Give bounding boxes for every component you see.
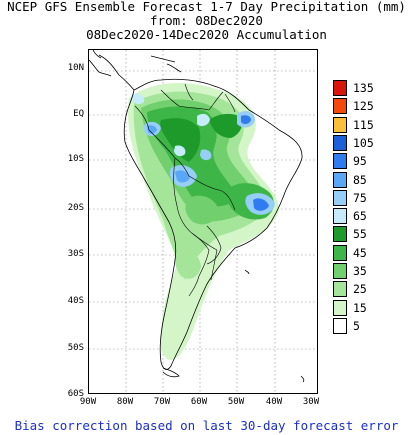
map-canvas	[89, 50, 317, 393]
legend-label: 5	[353, 318, 360, 333]
legend-swatch	[333, 299, 347, 316]
lat-label-40s: 40S	[67, 296, 84, 306]
coastlines	[89, 50, 305, 383]
legend-label: 45	[353, 245, 367, 260]
precip-shading	[128, 83, 279, 361]
legend-label: 75	[353, 190, 367, 205]
legend-label: 55	[353, 227, 367, 242]
legend-swatch	[333, 153, 347, 170]
lat-label-60s: 60S	[67, 389, 84, 399]
lat-label-50s: 50S	[67, 343, 84, 353]
bias-correction-note: Bias correction based on last 30-day for…	[14, 418, 399, 433]
lat-label-10s: 10S	[67, 154, 84, 164]
lon-label-50w: 50W	[227, 397, 245, 407]
legend-label: 105	[353, 135, 374, 150]
legend-swatch	[333, 317, 347, 334]
legend-swatch	[333, 263, 347, 279]
legend-swatch	[333, 98, 347, 115]
lat-label-30s: 30S	[67, 249, 84, 259]
legend-swatch	[333, 281, 347, 298]
lon-label-80w: 80W	[116, 397, 134, 407]
legend-swatch	[333, 208, 347, 225]
lon-label-90w: 90W	[79, 397, 97, 407]
lon-label-40w: 40W	[265, 397, 283, 407]
legend-swatch	[333, 171, 347, 188]
legend-label: 125	[353, 99, 374, 114]
legend-swatch	[333, 189, 347, 206]
legend-swatch	[333, 134, 347, 151]
legend-label: 25	[353, 282, 367, 297]
lat-label-20s: 20S	[67, 203, 84, 213]
legend-label: 35	[353, 264, 367, 278]
legend-swatch	[333, 80, 347, 96]
legend-label: 135	[353, 81, 374, 95]
lat-label-eq: EQ	[73, 109, 84, 119]
legend-label: 85	[353, 172, 367, 187]
chart-subtitle-date: from: 08Dec2020	[150, 13, 263, 28]
lon-label-70w: 70W	[153, 397, 171, 407]
lon-label-30w: 30W	[302, 397, 320, 407]
legend-swatch	[333, 244, 347, 261]
lon-label-60w: 60W	[190, 397, 208, 407]
legend-swatch	[333, 226, 347, 243]
legend-label: 65	[353, 209, 367, 224]
precipitation-map	[88, 49, 318, 394]
legend-label: 95	[353, 154, 367, 169]
legend-label: 15	[353, 300, 367, 315]
chart-title: NCEP GFS Ensemble Forecast 1-7 Day Preci…	[7, 0, 406, 14]
legend-label: 115	[353, 117, 374, 132]
chart-subtitle-period: 08Dec2020-14Dec2020 Accumulation	[86, 27, 327, 42]
lat-label-10n: 10N	[67, 63, 84, 73]
legend-swatch	[333, 116, 347, 133]
